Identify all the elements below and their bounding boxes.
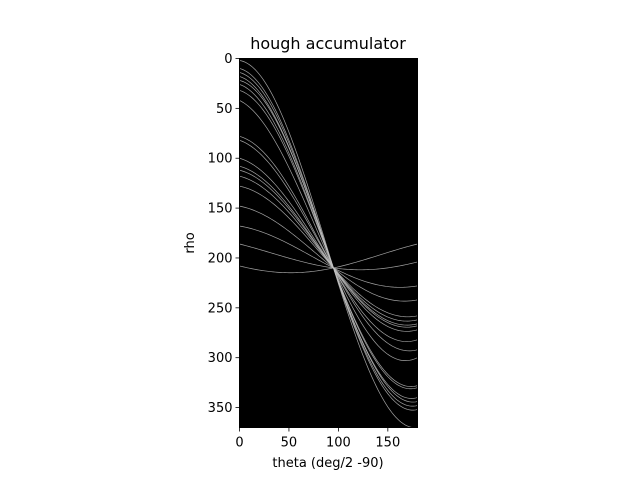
y-tick-label: 0 <box>224 52 232 67</box>
hough-curve-1 <box>239 60 418 429</box>
y-axis: 0 50 100 150 200 250 300 350 <box>208 52 240 416</box>
y-axis-label: rho <box>183 232 198 253</box>
hough-curve-10 <box>239 139 418 342</box>
hough-curve-19 <box>239 243 418 274</box>
chart-title: hough accumulator <box>250 34 406 53</box>
y-tick-label: 200 <box>208 251 233 266</box>
hough-curve-15 <box>239 185 418 318</box>
y-tick-label: 50 <box>216 102 233 117</box>
plot-area <box>239 58 418 428</box>
y-tick-label: 150 <box>208 202 233 217</box>
hough-curve-7 <box>239 90 418 387</box>
x-tick-label: 50 <box>281 436 298 451</box>
x-axis: 0 50 100 150 <box>235 427 400 451</box>
hough-curve-18 <box>239 243 418 271</box>
y-tick-label: 300 <box>208 351 233 366</box>
x-tick-label: 150 <box>375 436 400 451</box>
x-tick-label: 100 <box>326 436 351 451</box>
hough-curve-8 <box>239 100 418 362</box>
x-axis-label: theta (deg/2 -90) <box>272 456 383 471</box>
y-tick-label: 350 <box>208 401 233 416</box>
plot-frame <box>239 58 418 428</box>
hough-curves <box>239 60 418 429</box>
hough-curve-17 <box>239 225 418 288</box>
y-tick-label: 250 <box>208 301 233 316</box>
hough-curve-16 <box>239 205 418 302</box>
y-tick-label: 100 <box>208 152 233 167</box>
hough-curve-14 <box>239 175 418 322</box>
x-tick-label: 0 <box>235 436 243 451</box>
